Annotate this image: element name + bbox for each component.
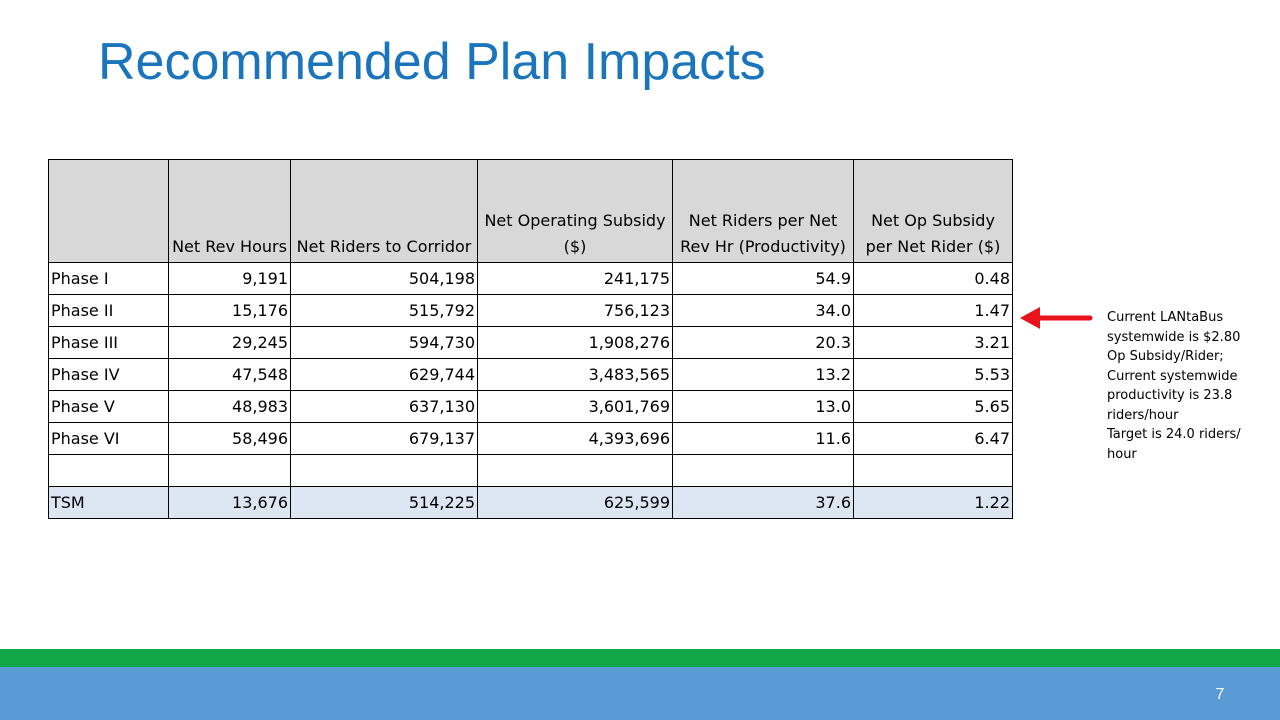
table-row: Phase VI 58,496 679,137 4,393,696 11.6 6… — [48, 422, 1013, 455]
cell-net-rev-hours: 13,676 — [168, 486, 291, 519]
cell-net-riders: 594,730 — [290, 326, 478, 359]
row-label: Phase I — [48, 262, 169, 295]
cell-productivity: 11.6 — [672, 422, 854, 455]
header-net-riders-per-rev-hr: Net Riders per Net Rev Hr (Productivity) — [672, 159, 854, 263]
cell-net-rev-hours: 15,176 — [168, 294, 291, 327]
cell-net-rev-hours: 9,191 — [168, 262, 291, 295]
cell-net-operating-subsidy: 241,175 — [477, 262, 673, 295]
footer-blue-band — [0, 667, 1280, 720]
row-label: Phase IV — [48, 358, 169, 391]
cell-net-riders: 679,137 — [290, 422, 478, 455]
cell-net-riders: 637,130 — [290, 390, 478, 423]
cell-net-rev-hours: 48,983 — [168, 390, 291, 423]
cell-subsidy-per-rider: 5.53 — [853, 358, 1013, 391]
header-net-rev-hours: Net Rev Hours — [168, 159, 291, 263]
table-header-row: Net Rev Hours Net Riders to Corridor Net… — [48, 159, 1013, 263]
footer-green-band — [0, 649, 1280, 667]
cell-net-riders: 515,792 — [290, 294, 478, 327]
table-row: Phase V 48,983 637,130 3,601,769 13.0 5.… — [48, 390, 1013, 423]
note-line: productivity is 23.8 — [1107, 388, 1233, 403]
cell-productivity: 54.9 — [672, 262, 854, 295]
cell-subsidy-per-rider: 5.65 — [853, 390, 1013, 423]
cell-net-operating-subsidy: 3,483,565 — [477, 358, 673, 391]
cell-subsidy-per-rider — [853, 454, 1013, 487]
cell-productivity: 34.0 — [672, 294, 854, 327]
table-row: Phase III 29,245 594,730 1,908,276 20.3 … — [48, 326, 1013, 359]
header-net-operating-subsidy: Net Operating Subsidy ($) — [477, 159, 673, 263]
cell-net-rev-hours: 47,548 — [168, 358, 291, 391]
cell-net-riders: 514,225 — [290, 486, 478, 519]
row-label: Phase VI — [48, 422, 169, 455]
table-row: Phase IV 47,548 629,744 3,483,565 13.2 5… — [48, 358, 1013, 391]
row-label: Phase III — [48, 326, 169, 359]
cell-net-operating-subsidy: 756,123 — [477, 294, 673, 327]
cell-subsidy-per-rider: 1.47 — [853, 294, 1013, 327]
cell-net-operating-subsidy: 4,393,696 — [477, 422, 673, 455]
cell-net-operating-subsidy — [477, 454, 673, 487]
cell-subsidy-per-rider: 6.47 — [853, 422, 1013, 455]
row-label: TSM — [48, 486, 169, 519]
note-line: Op Subsidy/Rider; — [1107, 349, 1224, 364]
cell-productivity — [672, 454, 854, 487]
cell-net-rev-hours — [168, 454, 291, 487]
cell-net-operating-subsidy: 625,599 — [477, 486, 673, 519]
impacts-table: Net Rev Hours Net Riders to Corridor Net… — [48, 159, 1013, 519]
cell-subsidy-per-rider: 3.21 — [853, 326, 1013, 359]
cell-productivity: 13.2 — [672, 358, 854, 391]
red-arrow-icon — [1020, 307, 1093, 329]
table-row-empty — [48, 454, 1013, 487]
note-line: riders/hour — [1107, 407, 1179, 423]
productivity-note: Current LANtaBus systemwide is $2.80 Op … — [1107, 308, 1277, 464]
row-label: Phase V — [48, 390, 169, 423]
cell-net-operating-subsidy: 1,908,276 — [477, 326, 673, 359]
row-label — [48, 454, 169, 487]
note-line: Target is 24.0 riders/ — [1107, 427, 1241, 442]
cell-net-operating-subsidy: 3,601,769 — [477, 390, 673, 423]
note-line: hour — [1107, 446, 1137, 462]
cell-subsidy-per-rider: 0.48 — [853, 262, 1013, 295]
cell-net-riders: 629,744 — [290, 358, 478, 391]
note-line: Current systemwide — [1107, 368, 1238, 384]
header-net-riders-to-corridor: Net Riders to Corridor — [290, 159, 478, 263]
cell-productivity: 37.6 — [672, 486, 854, 519]
cell-subsidy-per-rider: 1.22 — [853, 486, 1013, 519]
cell-net-rev-hours: 29,245 — [168, 326, 291, 359]
cell-net-riders — [290, 454, 478, 487]
header-net-op-subsidy-per-rider: Net Op Subsidy per Net Rider ($) — [853, 159, 1013, 263]
cell-net-rev-hours: 58,496 — [168, 422, 291, 455]
note-line: Current LANtaBus — [1107, 310, 1224, 325]
slide-number: 7 — [1215, 686, 1225, 703]
table-header-corner — [48, 159, 169, 263]
cell-net-riders: 504,198 — [290, 262, 478, 295]
cell-productivity: 13.0 — [672, 390, 854, 423]
slide-title: Recommended Plan Impacts — [98, 33, 766, 91]
note-line: systemwide is $2.80 — [1107, 329, 1241, 345]
cell-productivity: 20.3 — [672, 326, 854, 359]
table-row: Phase I 9,191 504,198 241,175 54.9 0.48 — [48, 262, 1013, 295]
table-row: Phase II 15,176 515,792 756,123 34.0 1.4… — [48, 294, 1013, 327]
table-row-tsm: TSM 13,676 514,225 625,599 37.6 1.22 — [48, 486, 1013, 519]
row-label: Phase II — [48, 294, 169, 327]
